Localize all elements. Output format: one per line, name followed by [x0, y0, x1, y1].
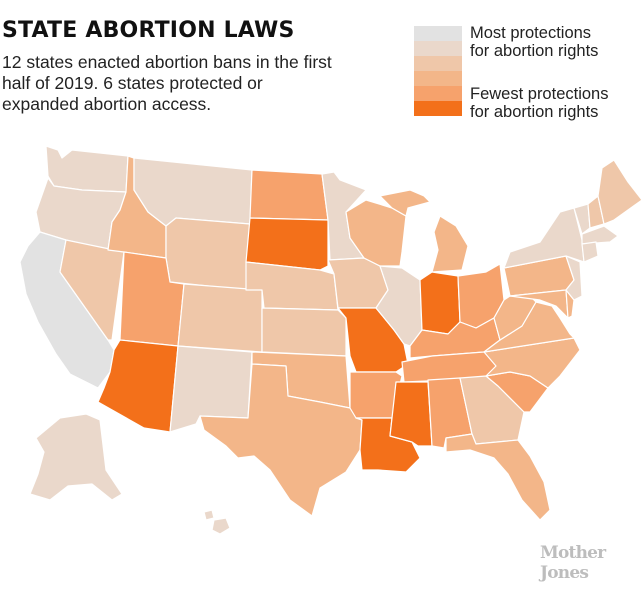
state-CO — [177, 283, 263, 353]
state-MA — [581, 225, 619, 245]
state-TX — [199, 363, 363, 517]
legend-label-most-line1: Most protections — [470, 24, 592, 42]
state-WA — [45, 145, 129, 193]
state-FL — [445, 433, 551, 521]
legend-swatch-3 — [414, 56, 462, 71]
state-HI — [203, 509, 231, 535]
legend-label-fewest-line2: for abortion rights — [470, 103, 599, 121]
state-ME — [597, 159, 643, 225]
state-MS — [389, 381, 433, 447]
state-MI — [379, 189, 469, 273]
state-KS — [261, 307, 347, 357]
legend-swatch-2 — [414, 41, 462, 56]
state-IN — [419, 271, 461, 335]
legend-label-fewest-line1: Fewest protections — [470, 85, 609, 103]
state-NJ — [565, 255, 583, 301]
legend-swatch-5 — [414, 86, 462, 101]
legend-swatch-4 — [414, 71, 462, 86]
legend-swatch-6 — [414, 101, 462, 116]
state-ND — [249, 169, 329, 221]
state-CT — [581, 241, 599, 263]
page-subtitle: 12 states enacted abortion bans in the f… — [2, 52, 332, 114]
state-AK — [29, 413, 123, 501]
page-title: STATE ABORTION LAWS — [2, 18, 295, 43]
state-NC — [483, 337, 581, 389]
legend-swatch-1 — [414, 26, 462, 41]
state-IL — [375, 265, 423, 347]
state-SD — [245, 217, 329, 271]
state-MD — [509, 289, 569, 319]
credit-logo: Mother Jones — [540, 543, 606, 583]
legend-label-most-line2: for abortion rights — [470, 42, 599, 60]
state-WY — [165, 217, 251, 291]
